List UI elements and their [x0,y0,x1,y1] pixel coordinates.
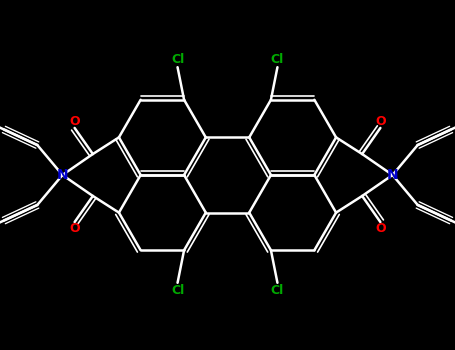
Text: O: O [375,115,386,128]
Text: O: O [375,222,386,235]
Text: Cl: Cl [171,53,184,66]
Text: O: O [69,222,80,235]
Text: Cl: Cl [171,284,184,297]
Text: Cl: Cl [271,53,284,66]
Text: N: N [56,168,68,182]
Text: N: N [387,168,399,182]
Text: O: O [69,115,80,128]
Text: Cl: Cl [271,284,284,297]
